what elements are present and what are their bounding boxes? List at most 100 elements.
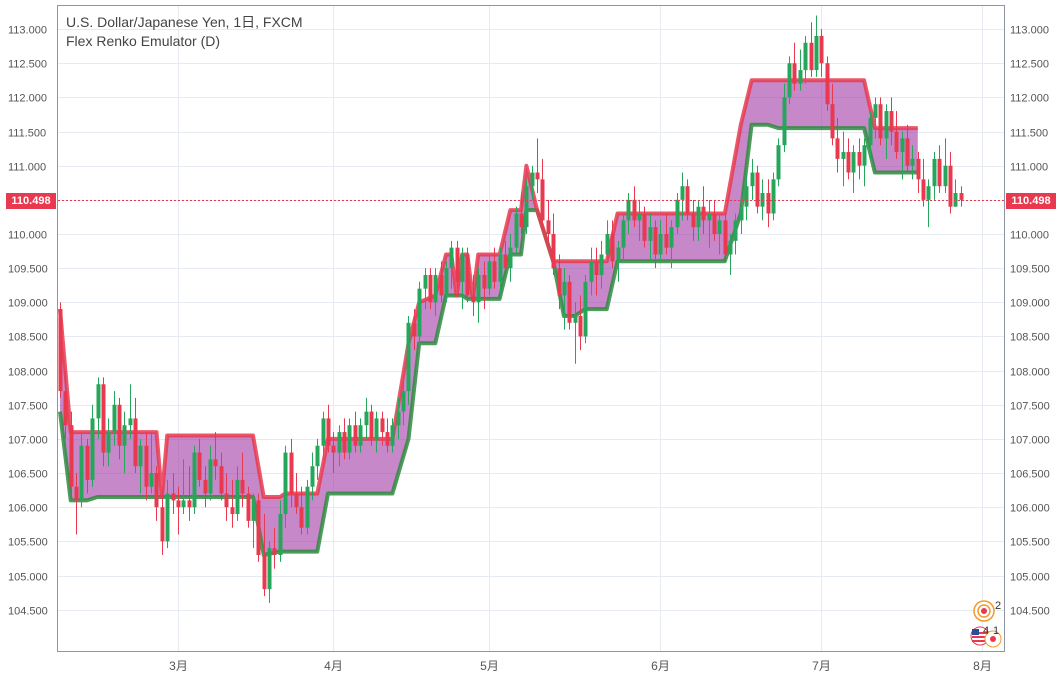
candle[interactable] [310, 452, 315, 501]
candle[interactable] [219, 452, 224, 501]
candle[interactable] [331, 432, 336, 474]
candle[interactable] [460, 247, 465, 310]
candle[interactable] [771, 172, 776, 221]
candle[interactable] [492, 247, 497, 289]
candle[interactable] [412, 309, 417, 351]
candle[interactable] [621, 213, 626, 262]
candle[interactable] [503, 240, 508, 275]
candle[interactable] [385, 418, 390, 453]
candle[interactable] [733, 213, 738, 255]
candle[interactable] [750, 158, 755, 200]
candle[interactable] [578, 295, 583, 351]
candle[interactable] [573, 302, 578, 364]
candle[interactable] [342, 418, 347, 460]
candle[interactable] [948, 152, 953, 214]
candle[interactable] [235, 466, 240, 521]
candle[interactable] [465, 247, 470, 303]
candle[interactable] [701, 186, 706, 234]
candle[interactable] [272, 527, 277, 569]
candle[interactable] [691, 199, 696, 241]
candle[interactable] [251, 493, 256, 549]
candle[interactable] [305, 479, 310, 535]
candle[interactable] [117, 397, 122, 460]
candle[interactable] [862, 138, 867, 187]
candle[interactable] [396, 397, 401, 439]
candle[interactable] [798, 49, 803, 91]
candle[interactable] [246, 486, 251, 528]
candle[interactable] [846, 138, 851, 180]
candle[interactable] [626, 193, 631, 234]
candle[interactable] [894, 111, 899, 159]
candle[interactable] [642, 206, 647, 248]
candle[interactable] [315, 438, 320, 480]
candle[interactable] [337, 425, 342, 467]
candle[interactable] [471, 274, 476, 316]
candle[interactable] [417, 281, 422, 344]
candle[interactable] [79, 432, 84, 508]
candle[interactable] [433, 268, 438, 316]
candle[interactable] [803, 35, 808, 84]
candle[interactable] [401, 377, 406, 426]
y-axis-left[interactable]: 104.500 105.000 105.500 106.000 106.500 107.0… [8, 0, 48, 618]
candle[interactable] [916, 152, 921, 194]
candle[interactable] [230, 479, 235, 528]
candle[interactable] [557, 254, 562, 310]
candle[interactable] [256, 493, 261, 562]
candle[interactable] [583, 274, 588, 344]
candle[interactable] [224, 473, 229, 521]
candle[interactable] [723, 213, 728, 262]
candle[interactable] [707, 199, 712, 248]
candle[interactable] [932, 152, 937, 200]
candle[interactable] [369, 404, 374, 446]
candle[interactable] [755, 165, 760, 214]
candle[interactable] [814, 15, 819, 77]
candle[interactable] [90, 404, 95, 487]
candle[interactable] [905, 124, 910, 173]
candle[interactable] [294, 473, 299, 515]
candle[interactable] [728, 234, 733, 275]
candle[interactable] [160, 486, 165, 556]
candle[interactable] [782, 83, 787, 153]
candle[interactable] [664, 213, 669, 255]
candle[interactable] [449, 240, 454, 289]
candle[interactable] [138, 438, 143, 494]
candle[interactable] [841, 131, 846, 187]
candle[interactable] [884, 104, 889, 159]
candle[interactable] [326, 404, 331, 453]
candle[interactable] [283, 445, 288, 528]
candle[interactable] [487, 254, 492, 296]
candle[interactable] [63, 370, 68, 439]
candle[interactable] [380, 411, 385, 446]
candle[interactable] [809, 22, 814, 77]
candle[interactable] [439, 261, 444, 303]
candle[interactable] [637, 199, 642, 241]
candle[interactable] [610, 220, 615, 269]
candle[interactable] [58, 302, 63, 398]
candle[interactable] [910, 145, 915, 180]
candle[interactable] [921, 158, 926, 207]
candle[interactable] [530, 165, 535, 200]
candle[interactable] [889, 97, 894, 146]
candle[interactable] [165, 479, 170, 549]
candle[interactable] [203, 466, 208, 508]
candle[interactable] [717, 213, 722, 255]
candle[interactable] [599, 240, 604, 289]
candle[interactable] [154, 466, 159, 521]
candle[interactable] [240, 452, 245, 508]
candle[interactable] [562, 268, 567, 330]
candle[interactable] [696, 199, 701, 241]
candle[interactable] [171, 473, 176, 515]
candle[interactable] [616, 240, 621, 282]
candle[interactable] [347, 418, 352, 460]
candle[interactable] [825, 56, 830, 112]
candle[interactable] [96, 377, 101, 439]
candle[interactable] [878, 97, 883, 146]
candle[interactable] [830, 83, 835, 146]
candle[interactable] [873, 97, 878, 139]
candle[interactable] [181, 459, 186, 515]
candle[interactable] [669, 220, 674, 269]
candle[interactable] [835, 117, 840, 173]
candle[interactable] [868, 111, 873, 159]
candle[interactable] [712, 199, 717, 241]
candle[interactable] [900, 131, 905, 180]
